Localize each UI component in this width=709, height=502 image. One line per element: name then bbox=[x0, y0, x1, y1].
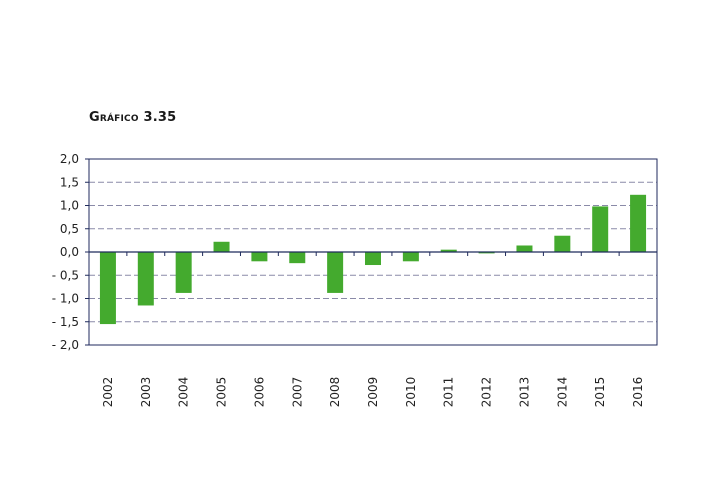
bar-2007 bbox=[289, 252, 306, 264]
y-tick-label: - 1,0 bbox=[52, 292, 79, 306]
bar-2003 bbox=[137, 252, 154, 306]
y-tick-label: 0,0 bbox=[60, 245, 79, 259]
y-tick-label: 1,5 bbox=[60, 175, 79, 189]
x-tick-label-2002: 2002 bbox=[101, 377, 115, 408]
bar-2011 bbox=[440, 249, 457, 252]
x-tick-label-2013: 2013 bbox=[517, 377, 531, 408]
x-tick-label-2005: 2005 bbox=[215, 377, 229, 408]
axes bbox=[85, 158, 658, 346]
x-tick-label-2012: 2012 bbox=[480, 377, 494, 408]
bar-2015 bbox=[592, 206, 609, 252]
x-tick-label-2003: 2003 bbox=[139, 377, 153, 408]
x-tick-label-2006: 2006 bbox=[252, 377, 266, 408]
bar-2006 bbox=[251, 252, 268, 262]
x-tick-label-2007: 2007 bbox=[290, 377, 304, 408]
y-tick-label: 0,5 bbox=[60, 222, 79, 236]
bar-2016 bbox=[630, 194, 647, 252]
y-tick-label: - 1,5 bbox=[52, 315, 79, 329]
x-tick-label-2016: 2016 bbox=[631, 377, 645, 408]
x-tick-label-2008: 2008 bbox=[328, 377, 342, 408]
bar-2013 bbox=[516, 245, 533, 252]
x-tick-label-2010: 2010 bbox=[404, 377, 418, 408]
bar-2014 bbox=[554, 235, 571, 252]
bar-2005 bbox=[213, 241, 230, 252]
x-tick-label-2004: 2004 bbox=[177, 377, 191, 408]
x-tick-label-2015: 2015 bbox=[593, 377, 607, 408]
tick-labels: 2,0 1,5 1,0 0,5 0,0 - 0,5 - 1,0 - 1,5 - 2,0 2002 2… bbox=[52, 152, 645, 407]
bar-2009 bbox=[365, 252, 381, 266]
bar-2008 bbox=[327, 252, 344, 293]
bar-2012 bbox=[478, 252, 495, 254]
grid-lines bbox=[89, 181, 657, 323]
bars bbox=[99, 194, 647, 325]
x-tick-label-2011: 2011 bbox=[442, 377, 456, 408]
chart-title: Gráfico 3.35 bbox=[89, 110, 177, 125]
bar-2004 bbox=[175, 252, 192, 293]
y-tick-label: 2,0 bbox=[60, 152, 79, 166]
y-tick-label: - 0,5 bbox=[52, 268, 79, 282]
x-tick-label-2014: 2014 bbox=[555, 377, 569, 408]
bar-2002 bbox=[99, 252, 116, 325]
y-tick-label: 1,0 bbox=[60, 199, 79, 213]
bar-2010 bbox=[402, 252, 419, 262]
x-tick-label-2009: 2009 bbox=[366, 377, 380, 408]
y-tick-label: - 2,0 bbox=[52, 338, 79, 352]
